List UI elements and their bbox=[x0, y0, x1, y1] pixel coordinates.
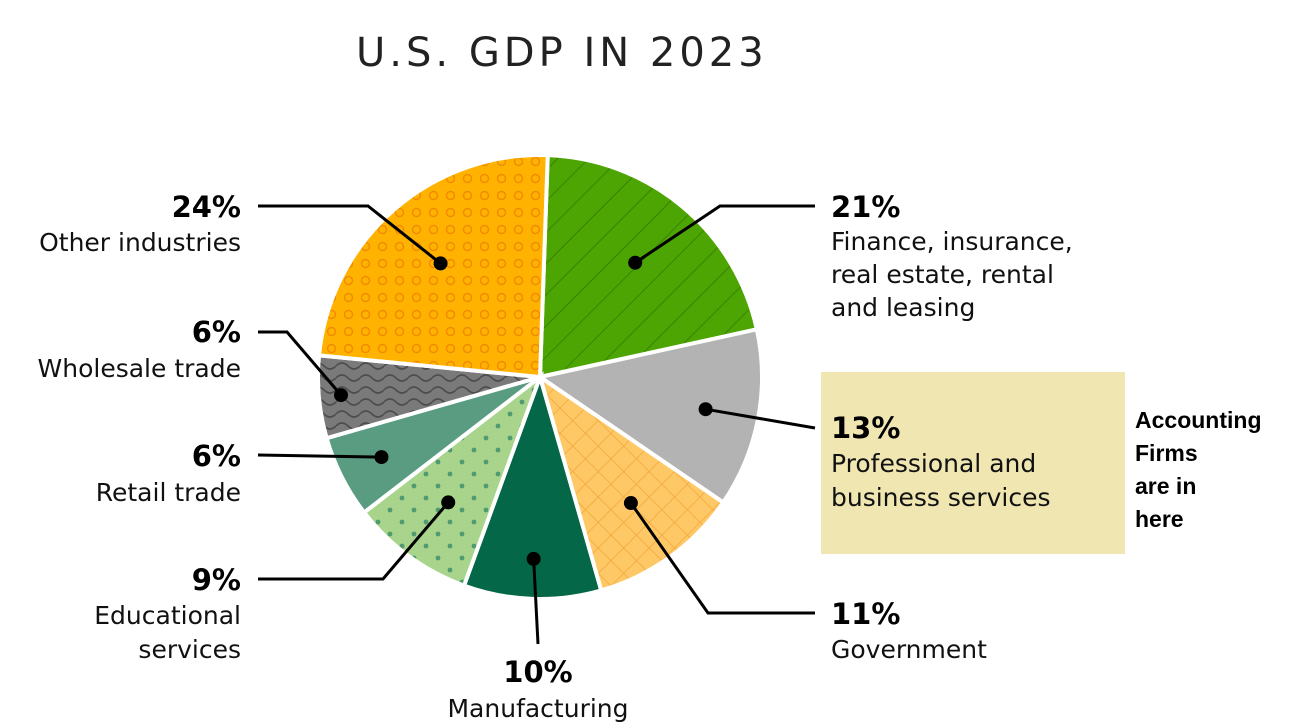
leader-line bbox=[532, 558, 540, 645]
slice-category-label: Manufacturing bbox=[447, 694, 628, 723]
slice-category-label: Government bbox=[831, 635, 987, 664]
annotation-line: Firms bbox=[1135, 440, 1198, 466]
leader-dot bbox=[433, 256, 448, 271]
slice-value-label: 13% bbox=[831, 411, 900, 445]
pie-slice bbox=[537, 153, 760, 380]
slice-category-label: Retail trade bbox=[96, 478, 241, 507]
pie-slice bbox=[316, 153, 550, 380]
slice-value-label: 21% bbox=[831, 190, 900, 224]
leader-dot bbox=[374, 450, 389, 465]
pie-slice bbox=[361, 371, 545, 589]
slice-value-label: 6% bbox=[192, 439, 241, 473]
slice-category-label: business services bbox=[831, 483, 1050, 512]
slice-value-label: 9% bbox=[192, 563, 241, 597]
leader-line bbox=[629, 502, 815, 615]
slice-category-label: Professional and bbox=[831, 449, 1036, 478]
slice-value-label: 6% bbox=[192, 315, 241, 349]
leader-dot bbox=[623, 496, 638, 511]
slice-value-label: 24% bbox=[172, 190, 241, 224]
leader-dot bbox=[334, 388, 349, 403]
slice-category-label: and leasing bbox=[831, 293, 975, 322]
leader-line bbox=[705, 407, 816, 430]
slice-value-label: 10% bbox=[503, 655, 572, 689]
chart-title: U.S. GDP IN 2023 bbox=[356, 30, 768, 76]
leader-line bbox=[257, 453, 382, 459]
slice-category-label: Educational bbox=[94, 601, 241, 630]
slice-category-label: services bbox=[138, 635, 241, 664]
highlight-box bbox=[821, 372, 1125, 554]
leader-dot bbox=[628, 255, 643, 270]
slice-category-label: Finance, insurance, bbox=[831, 227, 1073, 256]
slice-category-label: Wholesale trade bbox=[38, 354, 241, 383]
leader-line bbox=[258, 501, 450, 581]
leader-line bbox=[258, 204, 442, 265]
leader-line bbox=[258, 330, 343, 397]
pie-slice bbox=[461, 370, 604, 601]
leader-dot bbox=[698, 402, 713, 417]
leader-dot bbox=[441, 495, 456, 510]
annotation-line: here bbox=[1135, 506, 1184, 532]
slice-category-label: Other industries bbox=[39, 228, 241, 257]
leader-line bbox=[634, 204, 815, 264]
leader-dot bbox=[526, 551, 541, 566]
annotation-text: Accounting Firms are in here bbox=[1135, 407, 1268, 532]
slice-category-label: real estate, rental bbox=[831, 260, 1054, 289]
slice-value-label: 11% bbox=[831, 597, 900, 631]
annotation-line: Accounting bbox=[1135, 407, 1262, 433]
annotation-line: are in bbox=[1135, 473, 1196, 499]
